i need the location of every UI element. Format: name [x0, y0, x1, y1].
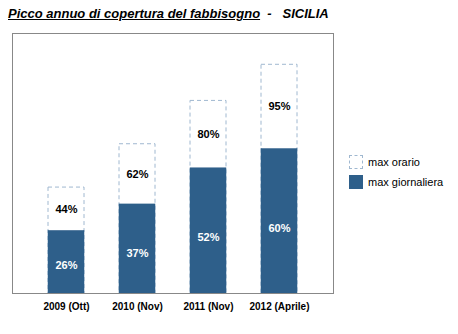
svg-text:2010 (Nov): 2010 (Nov) [112, 301, 163, 312]
svg-text:2011 (Nov): 2011 (Nov) [183, 301, 233, 312]
html-text:max giornaliera: max giornaliera [368, 176, 444, 188]
svg-text:2012 (Aprile): 2012 (Aprile) [249, 301, 309, 312]
svg-text:44%: 44% [55, 203, 77, 215]
html-text:Picco annuo di copertura del f: Picco annuo di copertura del fabbisogno … [8, 6, 329, 21]
html-text:max orario: max orario [368, 156, 420, 168]
svg-text:95%: 95% [268, 100, 290, 112]
svg-text:60%: 60% [268, 222, 290, 234]
svg-text:26%: 26% [55, 259, 77, 271]
svg-text:62%: 62% [126, 168, 148, 180]
svg-text:80%: 80% [197, 128, 219, 140]
svg-text:2009 (Ott): 2009 (Ott) [43, 301, 89, 312]
svg-text:37%: 37% [126, 247, 148, 259]
svg-text:52%: 52% [197, 231, 219, 243]
